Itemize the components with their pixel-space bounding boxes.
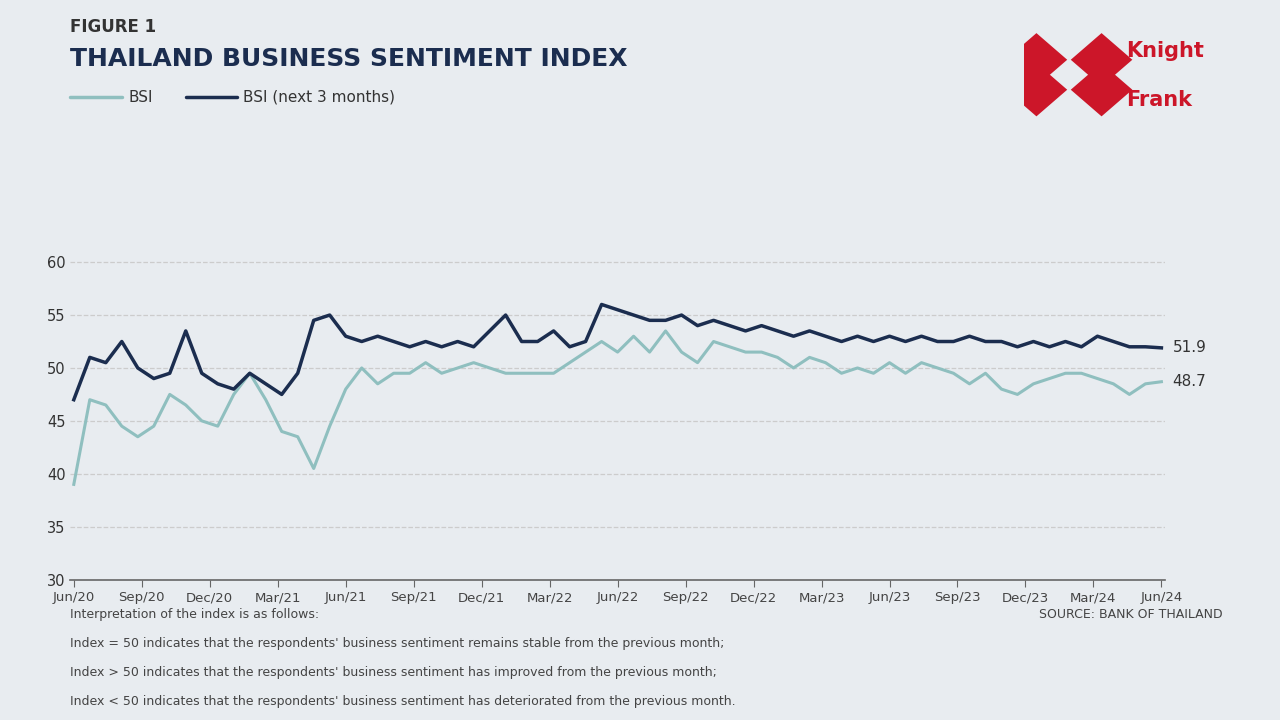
Text: Interpretation of the index is as follows:: Interpretation of the index is as follow… bbox=[70, 608, 320, 621]
Polygon shape bbox=[1006, 63, 1068, 117]
Text: 51.9: 51.9 bbox=[1172, 341, 1206, 356]
Text: Index > 50 indicates that the respondents' business sentiment has improved from : Index > 50 indicates that the respondent… bbox=[70, 666, 717, 679]
Text: BSI (next 3 months): BSI (next 3 months) bbox=[243, 90, 396, 104]
Text: Index = 50 indicates that the respondents' business sentiment remains stable fro: Index = 50 indicates that the respondent… bbox=[70, 637, 724, 650]
Text: Frank: Frank bbox=[1126, 90, 1192, 110]
Text: 48.7: 48.7 bbox=[1172, 374, 1206, 390]
Text: Index < 50 indicates that the respondents' business sentiment has deteriorated f: Index < 50 indicates that the respondent… bbox=[70, 695, 736, 708]
Text: FIGURE 1: FIGURE 1 bbox=[70, 18, 156, 36]
Text: SOURCE: BANK OF THAILAND: SOURCE: BANK OF THAILAND bbox=[1039, 608, 1222, 621]
Text: THAILAND BUSINESS SENTIMENT INDEX: THAILAND BUSINESS SENTIMENT INDEX bbox=[70, 47, 628, 71]
Polygon shape bbox=[1006, 33, 1068, 86]
Text: BSI: BSI bbox=[128, 90, 152, 104]
Text: Knight: Knight bbox=[1126, 41, 1203, 60]
Polygon shape bbox=[1071, 33, 1133, 86]
Polygon shape bbox=[1071, 63, 1133, 117]
